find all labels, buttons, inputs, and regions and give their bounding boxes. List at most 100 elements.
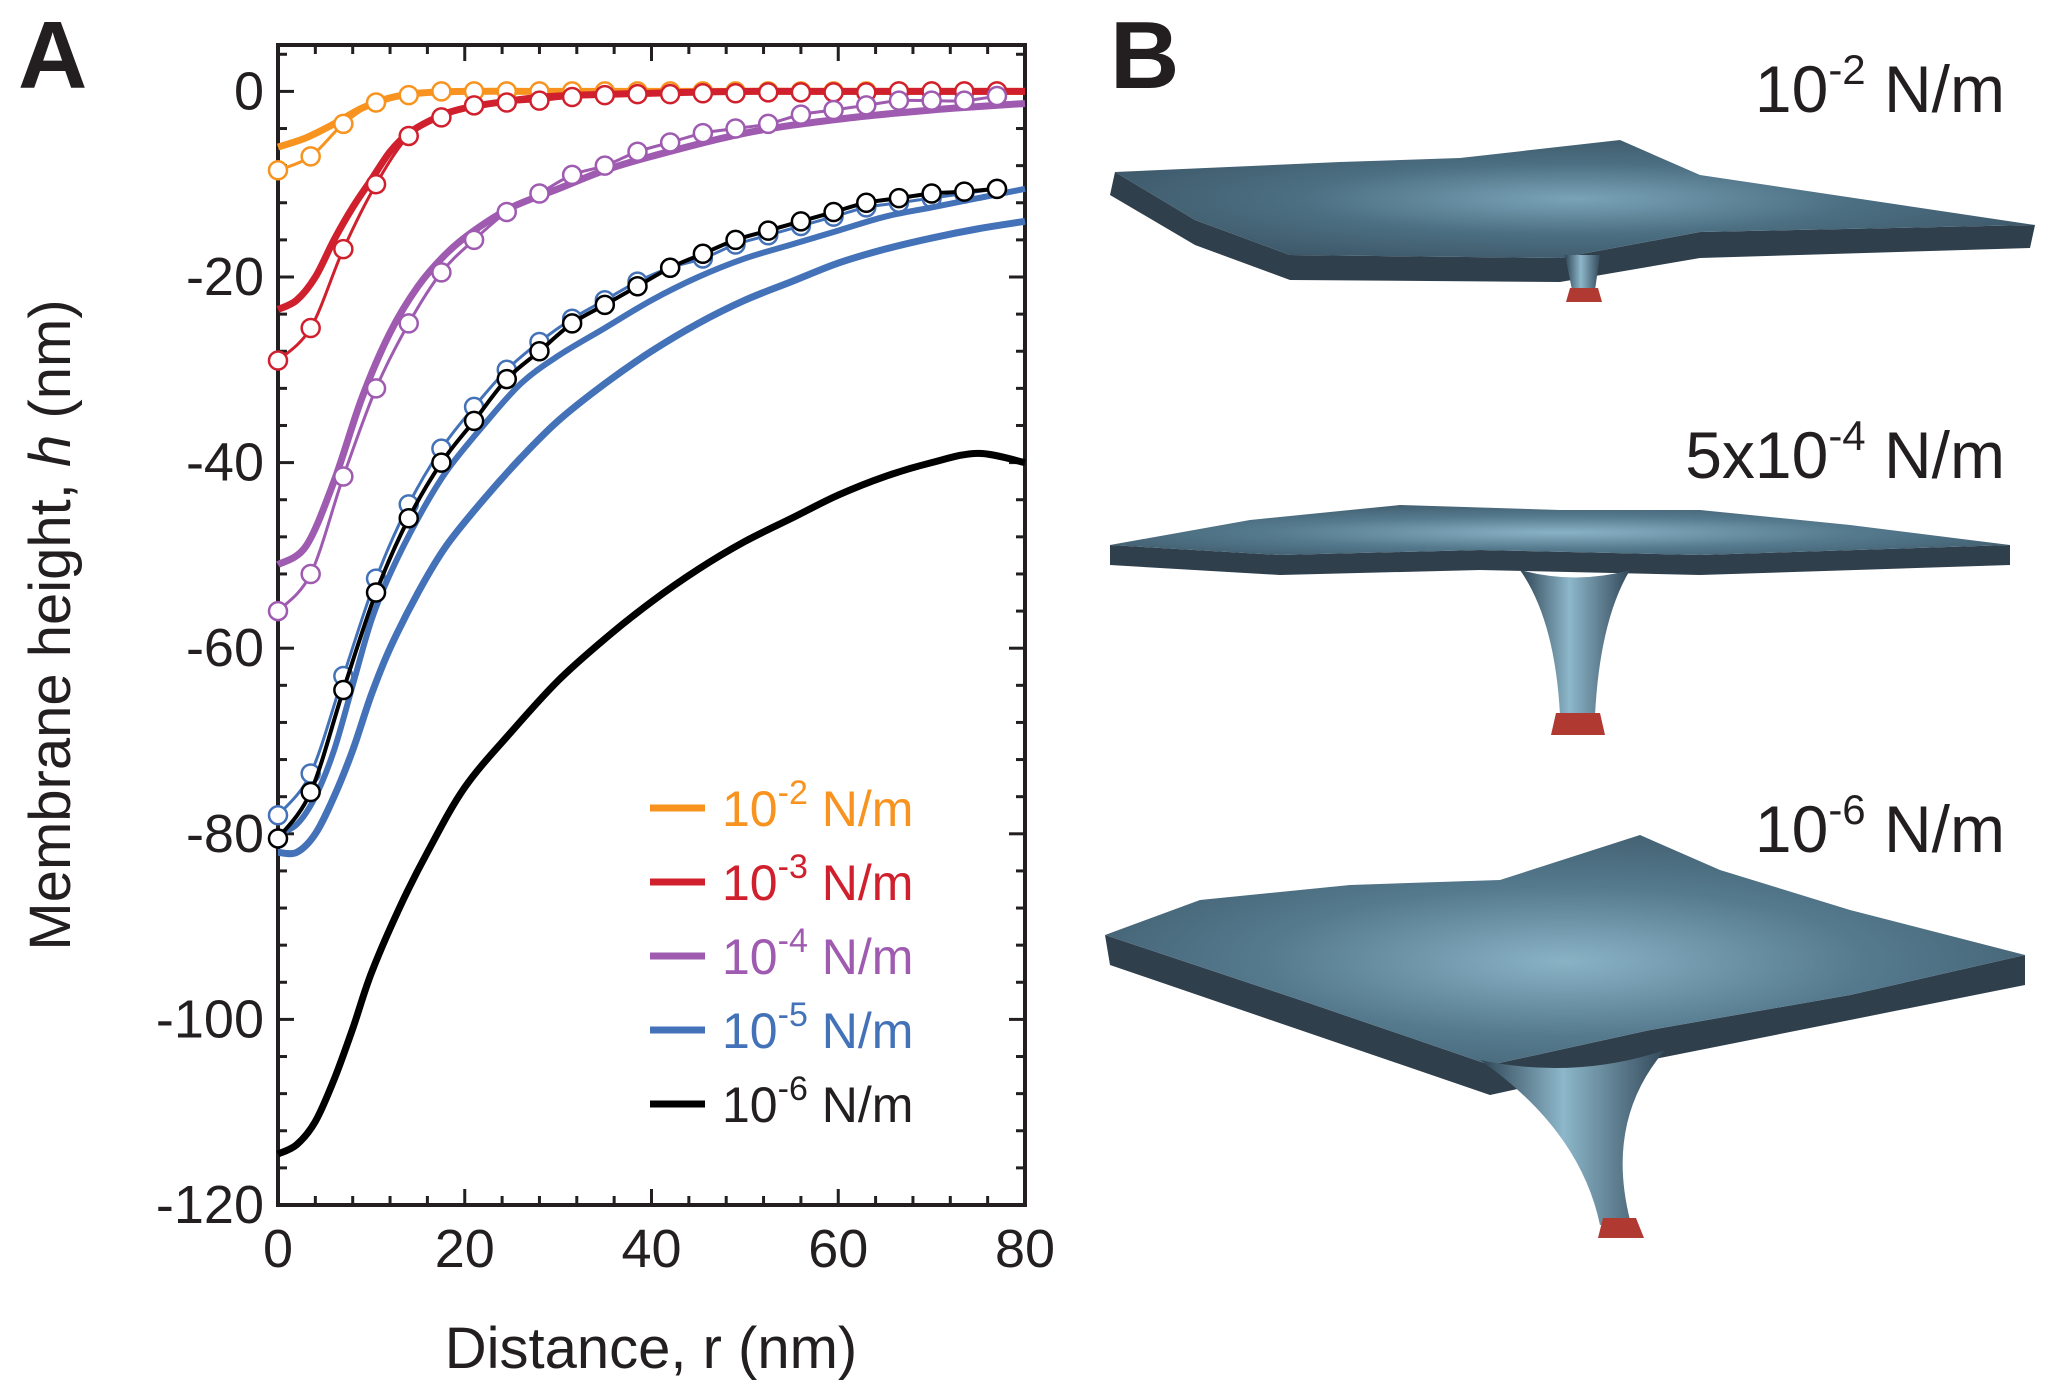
tick-labels: 0 20 40 60 80 0 -20 -40 -60 -80 -100 -120 (156, 61, 1055, 1279)
series-4 (276, 99, 1026, 568)
data-point (627, 276, 648, 297)
legend-label: 10-3 N/m (722, 848, 913, 911)
surface-3-funnel (1480, 1050, 1665, 1225)
legend-item: 10-2 N/m (650, 774, 913, 837)
series-6 (277, 217, 1026, 858)
data-point (529, 340, 550, 362)
data-point (692, 243, 714, 265)
data-point (267, 804, 289, 826)
series-layer (267, 81, 1026, 1158)
data-point (757, 220, 779, 241)
data-point (431, 452, 452, 473)
data-point (561, 164, 583, 186)
data-point (529, 90, 550, 111)
series-line (277, 217, 1026, 858)
data-point (594, 84, 616, 106)
surface-3 (1105, 835, 2025, 1238)
data-point (365, 173, 387, 195)
data-point (954, 181, 975, 202)
data-point (333, 238, 354, 260)
series-3 (267, 81, 1008, 371)
data-point (823, 99, 844, 121)
axis-ticks (276, 45, 1027, 1207)
data-point (725, 83, 746, 104)
data-point (954, 90, 975, 111)
data-point (823, 201, 844, 223)
data-point (659, 257, 681, 278)
y-tick-label: -80 (186, 804, 264, 864)
series-marker-line (276, 89, 997, 362)
x-tick-label: 20 (435, 1219, 495, 1279)
surface-3-top (1105, 835, 2025, 1065)
data-point (300, 317, 321, 339)
data-point (496, 201, 518, 223)
y-tick-label: -40 (186, 433, 264, 493)
surface-2 (1110, 505, 2010, 735)
data-point (267, 350, 289, 371)
y-tick-label: -120 (156, 1175, 264, 1235)
data-point (790, 211, 812, 232)
data-point (921, 90, 942, 111)
panel-b-label: B (1110, 2, 1179, 109)
legend-label: 10-2 N/m (722, 774, 913, 837)
surface-panel: 10-2 N/m 5x10-4 N/m 10-6 N/m (1105, 46, 2035, 1238)
x-tick-label: 80 (995, 1219, 1055, 1279)
legend-label: 10-5 N/m (722, 996, 913, 1059)
y-axis-title: Membrane height, h (nm) (18, 299, 83, 950)
data-point (463, 410, 485, 432)
data-point (333, 113, 354, 135)
legend-item: 10-5 N/m (650, 996, 913, 1059)
data-point (463, 95, 485, 116)
data-point (398, 125, 419, 147)
data-point (790, 104, 812, 125)
surface-1-funnel (1565, 255, 1600, 290)
data-point (888, 187, 910, 209)
legend: 10-2 N/m 10-3 N/m 10-4 N/m 10-5 N/m 10-6 N/m (650, 774, 913, 1133)
surface-2-funnel (1520, 570, 1630, 715)
data-point (267, 828, 289, 849)
data-point (692, 83, 714, 104)
surface-3-tip (1598, 1218, 1644, 1238)
data-point (333, 466, 354, 487)
data-point (856, 95, 877, 116)
height-profile-chart: 0 20 40 60 80 0 -20 -40 -60 -80 -100 -120 Distance,… (18, 43, 1055, 1381)
data-point (627, 141, 648, 162)
surface-2-label: 5x10-4 N/m (1685, 412, 2005, 492)
data-point (300, 146, 321, 167)
data-point (398, 508, 419, 529)
data-point (725, 229, 746, 251)
data-point (659, 83, 681, 105)
legend-item: 10-6 N/m (650, 1070, 913, 1133)
x-tick-label: 0 (263, 1219, 293, 1279)
surface-2-top (1110, 505, 2010, 555)
data-point (529, 183, 550, 204)
series-line (276, 185, 1026, 837)
data-point (823, 82, 844, 103)
data-point (627, 83, 648, 105)
surface-3-edge (1105, 935, 2025, 1095)
data-point (431, 81, 452, 102)
data-point (267, 600, 289, 622)
data-point (692, 122, 714, 144)
data-point (594, 155, 616, 176)
series-line (276, 449, 1026, 1158)
y-tick-label: -60 (186, 618, 264, 678)
data-point (496, 92, 518, 113)
surface-1-label: 10-2 N/m (1755, 46, 2005, 126)
data-point (365, 92, 387, 113)
legend-label: 10-4 N/m (722, 922, 913, 985)
surface-2-tip (1551, 713, 1605, 735)
data-point (921, 183, 942, 204)
surface-1-top (1115, 140, 2035, 258)
data-point (659, 132, 681, 153)
panel-a-label: A (18, 2, 87, 109)
data-point (398, 313, 419, 334)
series-8 (276, 449, 1026, 1158)
surface-1-edge (1110, 172, 2035, 282)
series-5 (267, 85, 1008, 622)
data-point (790, 82, 812, 103)
data-point (725, 118, 746, 139)
data-point (431, 107, 452, 128)
data-point (496, 368, 518, 390)
